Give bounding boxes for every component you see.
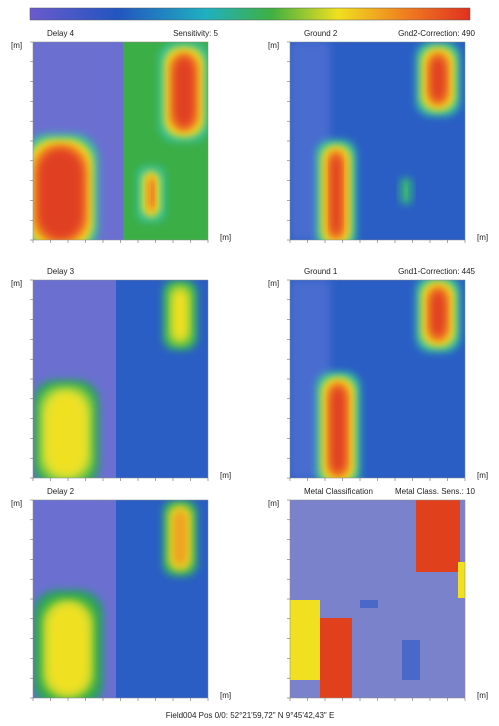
color-scale — [29, 7, 471, 21]
panel-setting: Sensitivity: 5 — [173, 29, 218, 38]
anomaly — [174, 57, 194, 127]
scan-panel: Delay 4 Sensitivity: 5 [m] [m] — [11, 29, 231, 243]
axis-unit: [m] — [268, 41, 279, 50]
panel-title: Delay 4 — [47, 29, 75, 38]
axis-unit: [m] — [11, 499, 22, 508]
class-region — [360, 600, 378, 608]
axis-unit: [m] — [220, 691, 231, 700]
anomaly — [331, 155, 341, 235]
anomaly — [405, 183, 407, 199]
panel-setting: Metal Class. Sens.: 10 — [395, 487, 476, 496]
axis-unit: [m] — [11, 279, 22, 288]
anomaly — [48, 395, 84, 473]
anomaly — [173, 290, 187, 340]
scan-panel: Delay 2 [m] [m] — [11, 487, 231, 701]
panel-title: Ground 1 — [304, 267, 338, 276]
heatmap — [33, 280, 208, 478]
anomaly — [48, 605, 88, 693]
panel-title: Delay 2 — [47, 487, 75, 496]
anomaly — [173, 510, 187, 566]
axis-unit: [m] — [268, 499, 279, 508]
panel-setting: Gnd2-Correction: 490 — [398, 29, 475, 38]
class-region — [402, 640, 420, 680]
panel-title: Ground 2 — [304, 29, 338, 38]
axis-unit: [m] — [268, 279, 279, 288]
class-region — [416, 500, 460, 572]
panel-title: Delay 3 — [47, 267, 75, 276]
anomaly — [431, 57, 445, 101]
heatmap — [290, 280, 465, 478]
anomaly — [431, 291, 445, 337]
axis-unit: [m] — [477, 233, 488, 242]
class-region — [320, 618, 352, 698]
axis-unit: [m] — [220, 471, 231, 480]
anomaly — [38, 149, 83, 239]
class-region — [458, 562, 465, 598]
heatmap — [33, 500, 208, 698]
anomaly — [331, 387, 345, 473]
panel-title: Metal Classification — [304, 487, 373, 496]
heatmap — [33, 42, 208, 240]
axis-unit: [m] — [477, 691, 488, 700]
heatmap — [290, 42, 465, 240]
panel-setting: Gnd1-Correction: 445 — [398, 267, 475, 276]
footer: Field004 Pos 0/0: 52°21'59,72" N 9°45'42… — [166, 711, 335, 720]
class-region — [290, 600, 320, 680]
axis-unit: [m] — [11, 41, 22, 50]
scan-panel: Ground 2 Gnd2-Correction: 490 [m] [m] — [268, 29, 488, 243]
scan-panel: Ground 1 Gnd1-Correction: 445 [m] [m] — [268, 267, 488, 481]
axis-unit: [m] — [477, 471, 488, 480]
heatmap — [290, 500, 465, 698]
anomaly — [152, 181, 154, 207]
scan-panel: Delay 3 [m] [m] — [11, 267, 231, 481]
axis-unit: [m] — [220, 233, 231, 242]
scan-panel: Metal Classification Metal Class. Sens.: … — [268, 487, 488, 701]
